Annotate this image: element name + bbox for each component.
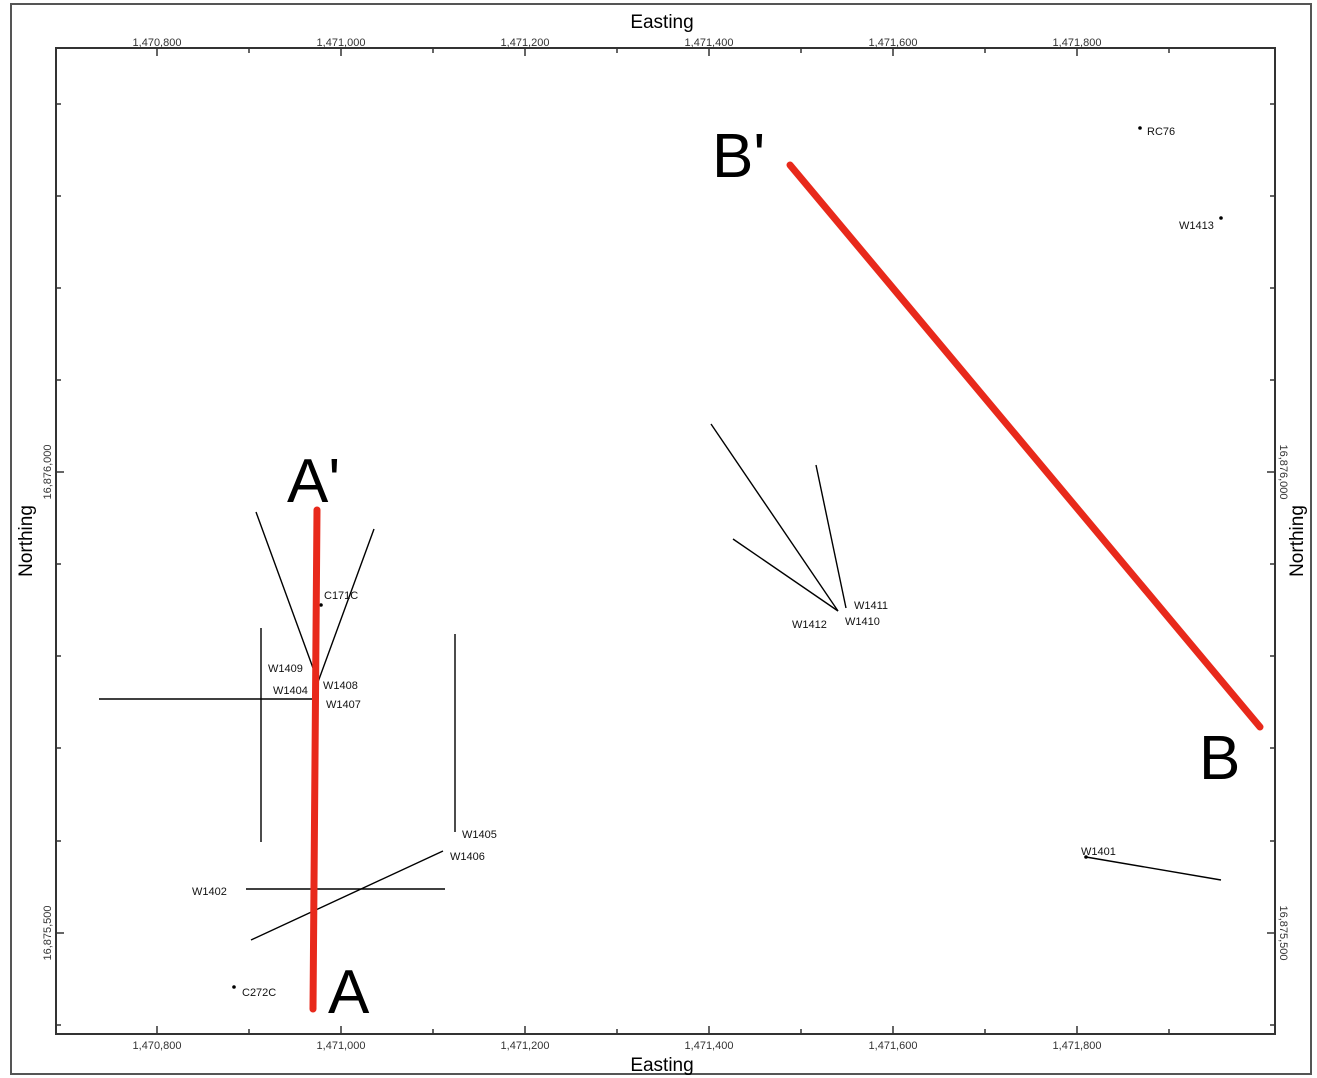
y-tick-label-left: 16,876,000	[42, 444, 54, 499]
well-label-rc76: RC76	[1147, 126, 1175, 138]
plot-frame	[55, 47, 1276, 1035]
trace-w1401	[1085, 856, 1222, 881]
section-label-b: B	[1199, 724, 1240, 793]
x-tick-label-bottom: 1,471,400	[685, 1040, 734, 1052]
trace-w1411	[815, 464, 847, 609]
section-lines	[309, 161, 1264, 1013]
trace-w1406	[250, 850, 444, 941]
y-tick-label-right: 16,875,500	[1277, 905, 1289, 960]
y-tick-label-right: 16,876,000	[1277, 444, 1289, 499]
x-tick-label-bottom: 1,471,600	[869, 1040, 918, 1052]
x-tick-label-top: 1,471,200	[501, 37, 550, 49]
x-tick-label-bottom: 1,471,200	[501, 1040, 550, 1052]
x-tick-label-bottom: 1,471,000	[317, 1040, 366, 1052]
well-label-w1410: W1410	[845, 616, 880, 628]
y-axis-title-left: Northing	[16, 505, 37, 577]
x-tick-label-top: 1,470,800	[133, 37, 182, 49]
well-label-w1413: W1413	[1179, 220, 1214, 232]
y-axis-title-right: Northing	[1287, 505, 1308, 577]
section-line-b	[786, 161, 1264, 731]
collar-c272c	[232, 985, 236, 989]
well-label-c272c: C272C	[242, 987, 276, 999]
well-label-w1411: W1411	[854, 600, 888, 612]
collar-c171c	[319, 603, 323, 607]
well-label-w1405: W1405	[462, 829, 497, 841]
outer-frame	[10, 3, 1312, 1075]
section-line-a	[309, 506, 321, 1013]
x-tick-label-top: 1,471,400	[685, 37, 734, 49]
trace-w1408	[317, 528, 375, 683]
x-tick-label-bottom: 1,470,800	[133, 1040, 182, 1052]
tick-marks	[56, 48, 1275, 1034]
well-traces	[99, 423, 1222, 941]
well-label-w1408: W1408	[323, 680, 358, 692]
x-axis-title-top: Easting	[630, 12, 693, 33]
x-tick-label-top: 1,471,600	[869, 37, 918, 49]
well-label-w1409: W1409	[268, 663, 303, 675]
well-label-w1402: W1402	[192, 886, 227, 898]
x-tick-label-top: 1,471,000	[317, 37, 366, 49]
section-label-a-prime: A'	[287, 447, 340, 516]
x-axis-title-bottom: Easting	[630, 1055, 693, 1076]
trace-w1410	[710, 423, 839, 612]
trace-w1409	[255, 511, 314, 669]
section-label-b-prime: B'	[712, 122, 765, 191]
collar-rc76	[1138, 126, 1142, 130]
well-label-w1406: W1406	[450, 851, 485, 863]
well-label-w1401: W1401	[1081, 846, 1116, 858]
y-tick-label-left: 16,875,500	[42, 905, 54, 960]
x-tick-label-top: 1,471,800	[1053, 37, 1102, 49]
well-label-c171c: C171C	[324, 590, 358, 602]
well-label-w1404: W1404	[273, 685, 308, 697]
x-tick-label-bottom: 1,471,800	[1053, 1040, 1102, 1052]
collar-w1413	[1219, 216, 1223, 220]
trace-w1412	[732, 538, 839, 612]
section-label-a: A	[328, 958, 370, 1027]
well-label-w1412: W1412	[792, 619, 827, 631]
well-label-w1407: W1407	[326, 699, 361, 711]
well-collars	[232, 126, 1223, 989]
collar-w1401	[1084, 855, 1088, 859]
